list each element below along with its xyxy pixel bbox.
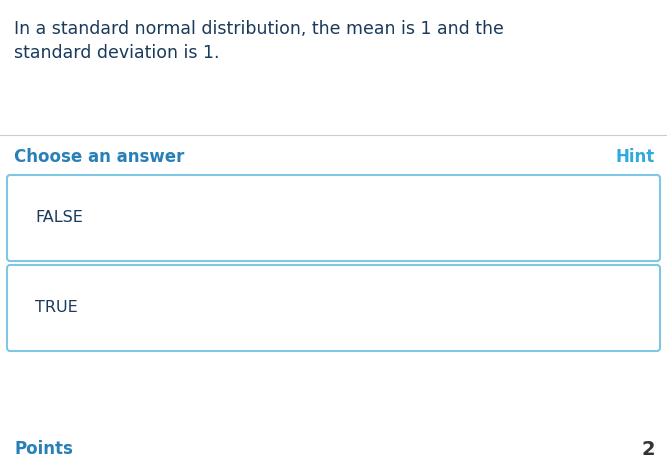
Text: 2: 2 <box>642 440 655 459</box>
Text: Points: Points <box>14 440 73 458</box>
Text: TRUE: TRUE <box>35 300 78 316</box>
FancyBboxPatch shape <box>7 175 660 261</box>
Text: FALSE: FALSE <box>35 211 83 226</box>
Text: standard deviation is 1.: standard deviation is 1. <box>14 44 219 62</box>
Text: Choose an answer: Choose an answer <box>14 148 184 166</box>
Text: In a standard normal distribution, the mean is 1 and the: In a standard normal distribution, the m… <box>14 20 504 38</box>
FancyBboxPatch shape <box>7 265 660 351</box>
Text: Hint: Hint <box>616 148 655 166</box>
